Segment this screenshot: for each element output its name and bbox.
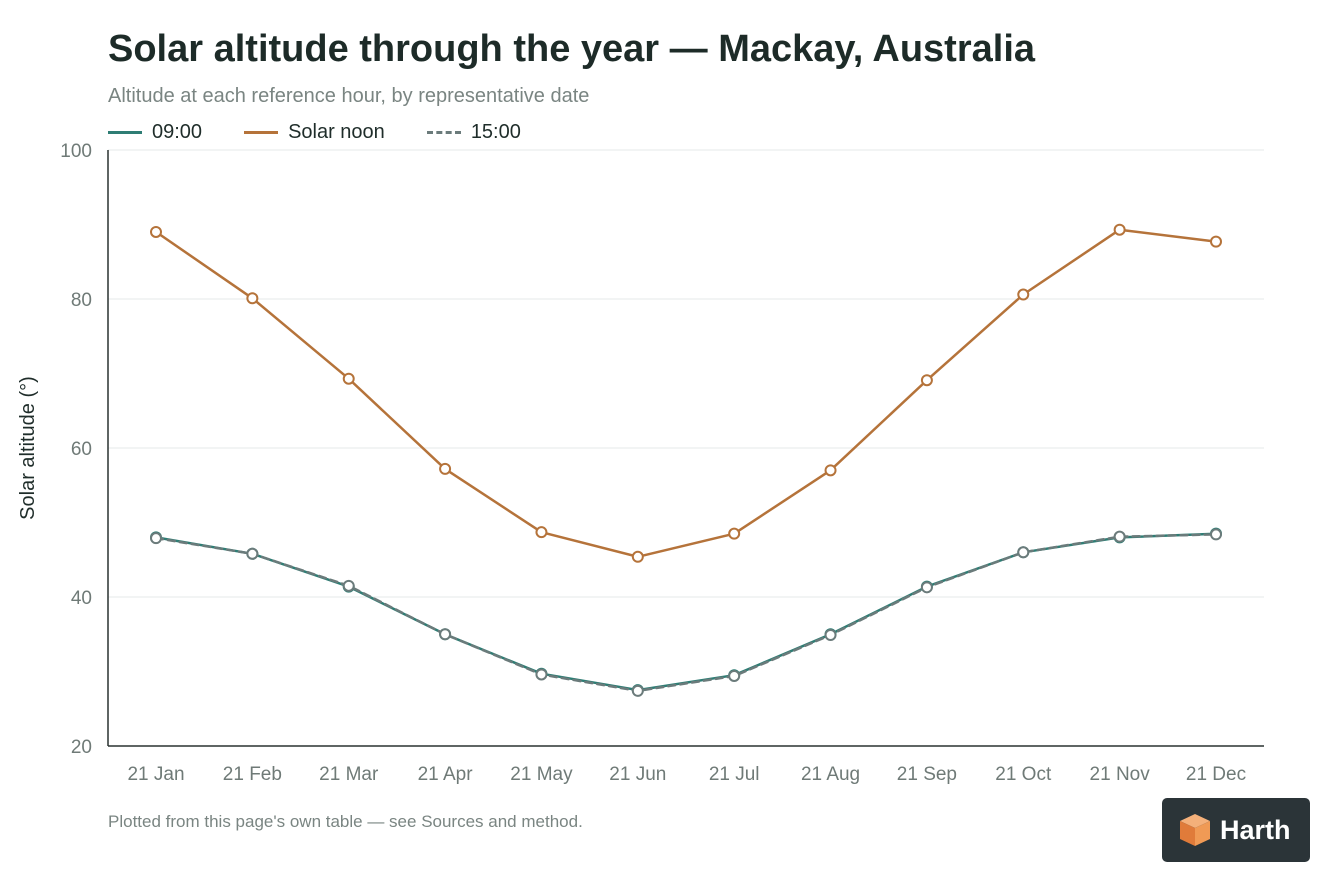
- x-tick-label: 21 Jul: [709, 764, 760, 785]
- data-point-15-00: [150, 532, 162, 545]
- grid-layer: [108, 149, 1264, 598]
- chart-title: Solar altitude through the year — Mackay…: [108, 28, 1036, 70]
- data-point-15-00: [439, 628, 452, 641]
- series-line-15-00: [154, 533, 1218, 693]
- legend-swatch-noon: [244, 130, 279, 134]
- x-tick-label: 21 Mar: [319, 764, 379, 785]
- data-point-15-00: [824, 628, 837, 641]
- data-point-solar-noon: [246, 292, 259, 305]
- data-point-15-00: [728, 669, 741, 682]
- x-tick-label: 21 Feb: [223, 764, 282, 785]
- data-point-solar-noon: [1017, 288, 1030, 301]
- series-15-00: [150, 528, 1222, 697]
- data-point-solar-noon: [439, 462, 452, 475]
- brand-name: Harth: [1220, 814, 1291, 845]
- brand-logo[interactable]: Harth: [1162, 798, 1310, 862]
- legend-swatch-afternoon: [426, 130, 461, 134]
- legend-item-morning[interactable]: 09:00: [108, 121, 202, 144]
- x-tick-label: 21 Oct: [995, 764, 1052, 785]
- data-point-solar-noon: [920, 374, 933, 387]
- data-point-15-00: [1017, 546, 1030, 559]
- data-point-solar-noon: [150, 225, 162, 238]
- series-09-00: [150, 527, 1222, 697]
- data-point-15-00: [920, 581, 933, 594]
- legend-label-afternoon: 15:00: [470, 120, 521, 143]
- legend-label-morning: 09:00: [152, 120, 203, 143]
- y-tick-label: 20: [71, 737, 92, 758]
- y-axis-title: Solar altitude (°): [17, 376, 39, 520]
- chart-subtitle: Altitude at each reference hour, by repr…: [108, 85, 590, 107]
- data-point-15-00: [1113, 530, 1126, 543]
- data-point-15-00: [246, 547, 259, 560]
- series-line-09-00: [154, 532, 1218, 692]
- data-point-solar-noon: [631, 550, 644, 563]
- data-point-15-00: [1210, 528, 1222, 541]
- series-layer: [150, 223, 1222, 697]
- axis-layer: [107, 150, 1264, 747]
- chart-legend: 09:00 Solar noon 15:00: [108, 119, 563, 145]
- x-tick-label: 21 Dec: [1186, 764, 1246, 785]
- legend-swatch-morning: [108, 130, 142, 134]
- legend-label-noon: Solar noon: [288, 120, 385, 143]
- series-solar-noon: [150, 223, 1222, 563]
- data-point-15-00: [535, 668, 548, 681]
- x-tick-label: 21 Nov: [1090, 764, 1151, 785]
- x-tick-label: 21 Jan: [127, 764, 184, 785]
- y-tick-label: 60: [71, 439, 92, 460]
- footer-note: Plotted from this page's own table — see…: [108, 812, 583, 831]
- data-point-solar-noon: [535, 526, 548, 539]
- legend-item-afternoon[interactable]: 15:00: [426, 120, 521, 144]
- label-layer: 20 40 60 80 100 21 Jan 21 Feb 21 Mar 21 Apr 21 Ma…: [17, 141, 1246, 785]
- data-point-15-00: [342, 579, 355, 592]
- data-point-15-00: [631, 684, 644, 697]
- x-tick-label: 21 Aug: [801, 764, 860, 785]
- y-tick-label: 100: [60, 141, 92, 162]
- series-line-solar-noon: [154, 228, 1218, 559]
- x-tick-label: 21 Apr: [418, 764, 474, 785]
- x-tick-label: 21 Jun: [609, 764, 666, 785]
- data-point-solar-noon: [1210, 235, 1222, 248]
- data-point-solar-noon: [1113, 223, 1126, 236]
- data-point-solar-noon: [824, 464, 837, 477]
- legend-item-noon[interactable]: Solar noon: [244, 121, 385, 144]
- y-tick-label: 40: [71, 588, 92, 609]
- x-tick-label: 21 Sep: [897, 764, 957, 785]
- cube-logo-icon: [1180, 814, 1210, 846]
- x-tick-label: 21 May: [510, 764, 573, 785]
- data-point-solar-noon: [728, 527, 741, 540]
- y-tick-label: 80: [71, 290, 92, 311]
- data-point-solar-noon: [342, 372, 355, 385]
